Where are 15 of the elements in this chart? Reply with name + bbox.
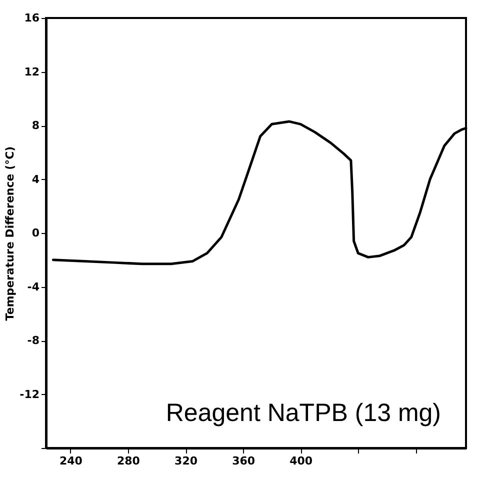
y-tick-label: 8 bbox=[32, 119, 40, 132]
y-axis-title: Temperature Difference (°C) bbox=[4, 146, 17, 321]
x-tick-label: 400 bbox=[290, 454, 313, 468]
x-tick-label: 360 bbox=[232, 454, 256, 468]
x-tick-label: 280 bbox=[117, 454, 140, 468]
y-tick-label: 0 bbox=[32, 226, 40, 240]
y-tick-label: -8 bbox=[27, 334, 40, 347]
y-tick-label: 16 bbox=[24, 12, 40, 24]
x-tick-label: 240 bbox=[59, 454, 83, 468]
y-tick-label: -12 bbox=[20, 388, 40, 401]
x-tick-label: 320 bbox=[174, 454, 198, 468]
annotation: Reagent NaTPB (13 mg) bbox=[166, 399, 441, 427]
y-tick-label: -4 bbox=[27, 280, 40, 294]
y-tick-label: 4 bbox=[32, 172, 40, 186]
y-tick-label: 12 bbox=[24, 65, 40, 78]
